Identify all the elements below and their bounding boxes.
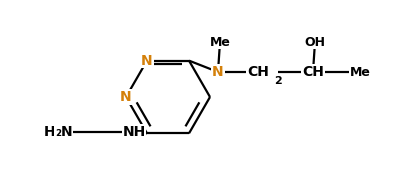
Text: ₂N: ₂N — [55, 125, 72, 139]
Text: NH: NH — [123, 125, 146, 139]
Text: 2: 2 — [274, 76, 281, 86]
Text: CH: CH — [302, 65, 324, 79]
Text: N: N — [212, 65, 224, 79]
Text: Me: Me — [350, 65, 370, 78]
Text: N: N — [120, 90, 132, 104]
Text: N: N — [141, 54, 153, 68]
Text: CH: CH — [247, 65, 269, 79]
Text: OH: OH — [304, 36, 326, 48]
Text: H: H — [44, 125, 55, 139]
Text: Me: Me — [210, 36, 230, 48]
